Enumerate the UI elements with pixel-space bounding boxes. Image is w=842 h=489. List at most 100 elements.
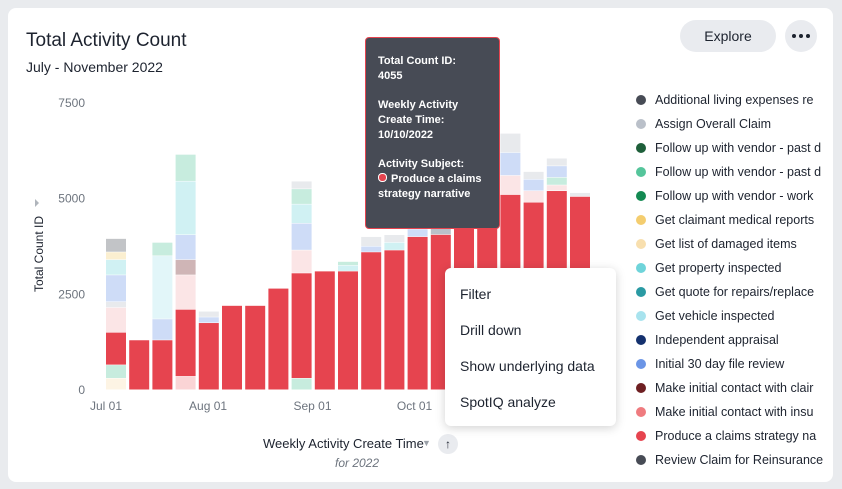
legend-item[interactable]: Make initial contact with insu bbox=[636, 400, 833, 424]
bar-segment[interactable] bbox=[338, 265, 358, 271]
bar-segment[interactable] bbox=[361, 236, 382, 246]
legend-item[interactable]: Get list of damaged items bbox=[636, 232, 833, 256]
bar-segment[interactable] bbox=[500, 175, 521, 195]
legend-item[interactable]: Get vehicle inspected bbox=[636, 304, 833, 328]
bar-segment[interactable] bbox=[152, 340, 173, 390]
bar-segment[interactable] bbox=[291, 378, 312, 390]
bar[interactable] bbox=[361, 236, 382, 390]
bar-segment[interactable] bbox=[291, 250, 312, 273]
bar-segment[interactable] bbox=[106, 332, 126, 365]
bar-segment[interactable] bbox=[523, 191, 544, 202]
bar[interactable] bbox=[338, 261, 358, 390]
legend-item[interactable]: Independent appraisal bbox=[636, 328, 833, 352]
bar-segment[interactable] bbox=[500, 133, 521, 153]
menu-item-filter[interactable]: Filter bbox=[460, 286, 492, 302]
bar-segment[interactable] bbox=[523, 171, 544, 180]
bar[interactable] bbox=[152, 242, 173, 390]
bar-segment[interactable] bbox=[546, 177, 567, 185]
bar-segment[interactable] bbox=[546, 158, 567, 166]
bar-segment[interactable] bbox=[384, 235, 405, 243]
bar-segment[interactable] bbox=[245, 305, 266, 390]
bar[interactable] bbox=[291, 181, 312, 390]
bar-segment[interactable] bbox=[523, 179, 544, 191]
legend-item[interactable]: Assign Overall Claim bbox=[636, 112, 833, 136]
bar[interactable] bbox=[268, 288, 289, 390]
bar-segment[interactable] bbox=[430, 225, 451, 235]
bar-segment[interactable] bbox=[175, 309, 196, 377]
legend-item[interactable]: Review Claim for Reinsurance bbox=[636, 448, 833, 472]
y-axis-caret-icon[interactable] bbox=[35, 199, 39, 207]
bar-segment[interactable] bbox=[152, 242, 173, 256]
bar-segment[interactable] bbox=[106, 275, 126, 302]
legend-item[interactable]: Follow up with vendor - past d bbox=[636, 136, 833, 160]
legend-item[interactable]: Get claimant medical reports bbox=[636, 208, 833, 232]
bar-segment[interactable] bbox=[570, 192, 590, 197]
bar-segment[interactable] bbox=[407, 236, 428, 390]
bar-segment[interactable] bbox=[106, 259, 126, 275]
bar-segment[interactable] bbox=[175, 275, 196, 310]
legend-item[interactable]: Get quote for repairs/replace bbox=[636, 280, 833, 304]
bar[interactable] bbox=[106, 238, 126, 390]
bar-segment[interactable] bbox=[106, 378, 126, 390]
bar[interactable] bbox=[222, 305, 242, 390]
bar[interactable] bbox=[245, 305, 266, 390]
bar[interactable] bbox=[407, 229, 428, 390]
bar-segment[interactable] bbox=[291, 181, 312, 189]
y-axis-label: Total Count ID bbox=[32, 216, 46, 292]
bar[interactable] bbox=[384, 235, 405, 390]
bar[interactable] bbox=[198, 311, 219, 390]
legend-item[interactable]: Initial 30 day file review bbox=[636, 352, 833, 376]
bar-segment[interactable] bbox=[338, 261, 358, 266]
bar-segment[interactable] bbox=[175, 376, 196, 390]
menu-item-spotiq-analyze[interactable]: SpotIQ analyze bbox=[460, 394, 556, 410]
chevron-down-icon[interactable]: ▼ bbox=[422, 438, 431, 448]
legend-item[interactable]: Get property inspected bbox=[636, 256, 833, 280]
bar-segment[interactable] bbox=[314, 271, 335, 390]
menu-item-show-underlying-data[interactable]: Show underlying data bbox=[460, 358, 595, 374]
bar-segment[interactable] bbox=[268, 288, 289, 390]
bar-segment[interactable] bbox=[106, 301, 126, 308]
bar-segment[interactable] bbox=[407, 229, 428, 237]
bar[interactable] bbox=[129, 340, 150, 390]
bar-segment[interactable] bbox=[198, 317, 219, 323]
bar[interactable] bbox=[175, 154, 196, 390]
bar-segment[interactable] bbox=[198, 311, 219, 317]
legend-item[interactable]: Additional living expenses re bbox=[636, 88, 833, 112]
bar-segment[interactable] bbox=[106, 238, 126, 252]
legend-item[interactable]: Produce a claims strategy na bbox=[636, 424, 833, 448]
bar-segment[interactable] bbox=[291, 204, 312, 224]
bar-segment[interactable] bbox=[152, 256, 173, 319]
bar-segment[interactable] bbox=[106, 252, 126, 260]
legend-item[interactable]: Follow up with vendor - past d bbox=[636, 160, 833, 184]
more-options-button[interactable] bbox=[785, 20, 817, 52]
bar-segment[interactable] bbox=[175, 181, 196, 235]
menu-item-drill-down[interactable]: Drill down bbox=[460, 322, 522, 338]
bar-segment[interactable] bbox=[106, 365, 126, 379]
bar-segment[interactable] bbox=[384, 242, 405, 250]
bar-segment[interactable] bbox=[129, 340, 150, 390]
bar-segment[interactable] bbox=[175, 259, 196, 275]
bar-segment[interactable] bbox=[291, 189, 312, 204]
bar-segment[interactable] bbox=[175, 235, 196, 260]
x-axis-title[interactable]: Weekly Activity Create Time bbox=[263, 436, 424, 451]
legend-item[interactable]: Make initial contact with clair bbox=[636, 376, 833, 400]
bar-segment[interactable] bbox=[546, 185, 567, 191]
bar-segment[interactable] bbox=[338, 271, 358, 390]
bar-segment[interactable] bbox=[175, 154, 196, 181]
bar-segment[interactable] bbox=[546, 166, 567, 178]
bar-segment[interactable] bbox=[384, 250, 405, 390]
sort-ascending-icon[interactable]: ↑ bbox=[438, 434, 458, 454]
bar-segment[interactable] bbox=[291, 223, 312, 250]
bar-segment[interactable] bbox=[198, 323, 219, 390]
bar-segment[interactable] bbox=[291, 273, 312, 379]
bar-segment[interactable] bbox=[361, 246, 382, 252]
bar[interactable] bbox=[314, 271, 335, 390]
explore-button[interactable]: Explore bbox=[680, 20, 776, 52]
legend-swatch-icon bbox=[636, 167, 646, 177]
bar-segment[interactable] bbox=[361, 252, 382, 390]
bar-segment[interactable] bbox=[106, 307, 126, 333]
legend-item[interactable]: Follow up with vendor - work bbox=[636, 184, 833, 208]
bar-segment[interactable] bbox=[152, 319, 173, 340]
bar-segment[interactable] bbox=[500, 152, 521, 176]
bar-segment[interactable] bbox=[222, 305, 242, 390]
